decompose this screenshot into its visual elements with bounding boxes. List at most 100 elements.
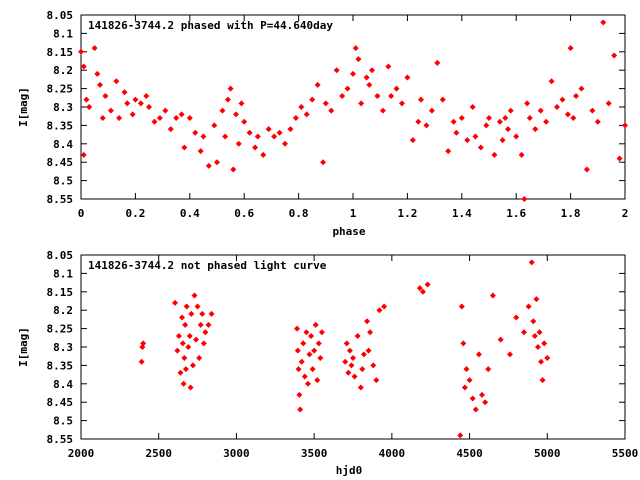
unphased-panel: 141826-3744.2 not phased light curve hjd…	[17, 249, 638, 477]
unphased-data-point	[489, 292, 496, 299]
unphased-data-point	[298, 358, 305, 365]
phased-data-point	[369, 67, 376, 74]
unphased-data-point	[193, 336, 200, 343]
unphased-y-tick-label: 8.2	[53, 304, 73, 317]
phased-data-point	[151, 118, 158, 125]
unphased-data-point	[381, 303, 388, 310]
unphased-data-point	[200, 340, 207, 347]
phased-data-point	[496, 118, 503, 125]
phased-data-point	[219, 107, 226, 114]
phased-x-tick-label: 0.2	[125, 207, 145, 220]
unphased-data-point	[370, 362, 377, 369]
unphased-x-tick-label: 2500	[145, 447, 172, 460]
phased-data-point	[388, 92, 395, 99]
unphased-data-point	[205, 321, 212, 328]
phased-data-point	[507, 107, 514, 114]
phased-data-point	[439, 96, 446, 103]
phased-data-point	[137, 100, 144, 107]
phased-x-tick-label: 0.8	[289, 207, 309, 220]
unphased-data-point	[185, 344, 192, 350]
phased-data-point	[532, 126, 539, 133]
unphased-data-point	[530, 318, 537, 325]
phased-data-point	[205, 162, 212, 169]
unphased-data-point	[350, 355, 356, 362]
unphased-y-tick-label: 8.35	[47, 359, 74, 372]
phased-data-point	[156, 115, 163, 122]
phased-data-point	[355, 56, 362, 63]
phased-data-points	[78, 19, 628, 202]
unphased-data-point	[538, 358, 545, 365]
phased-y-tick-label: 8.15	[47, 46, 74, 59]
unphased-y-tick-label: 8.3	[53, 341, 73, 354]
phased-data-point	[178, 111, 185, 118]
phased-data-point	[303, 111, 310, 118]
phased-data-point	[222, 133, 229, 140]
unphased-data-point	[360, 351, 367, 358]
unphased-data-point	[479, 391, 486, 398]
phased-data-point	[521, 196, 528, 202]
unphased-data-point	[458, 303, 465, 310]
phased-data-point	[260, 151, 267, 158]
unphased-data-point	[539, 377, 546, 384]
phased-data-point	[434, 59, 441, 66]
phased-data-point	[292, 115, 299, 122]
unphased-y-tick-label: 8.5	[53, 415, 73, 428]
phased-x-tick-label: 0	[78, 207, 85, 220]
unphased-data-point	[182, 321, 189, 328]
unphased-data-point	[457, 432, 464, 439]
phased-data-point	[350, 70, 356, 77]
unphased-data-point	[365, 347, 372, 354]
phased-data-point	[78, 48, 84, 55]
phased-data-point	[124, 100, 131, 107]
phased-x-tick-label: 0.4	[180, 207, 200, 220]
phased-data-point	[358, 100, 365, 107]
phased-data-point	[80, 151, 87, 158]
unphased-data-point	[196, 355, 203, 362]
phased-data-point	[276, 129, 283, 136]
phased-data-point	[173, 115, 180, 122]
phased-data-point	[464, 137, 471, 144]
phased-x-tick-label: 1.2	[397, 207, 417, 220]
phased-data-point	[379, 107, 386, 114]
phased-data-point	[271, 133, 278, 140]
unphased-y-axis-label: I[mag]	[17, 327, 30, 367]
unphased-data-point	[367, 329, 374, 336]
unphased-data-point	[140, 340, 147, 347]
phased-data-point	[241, 118, 248, 125]
unphased-data-point	[534, 344, 541, 350]
phased-data-point	[107, 107, 114, 114]
phased-data-point	[181, 144, 188, 151]
unphased-data-point	[308, 332, 315, 339]
phased-data-point	[146, 104, 152, 110]
unphased-data-point	[138, 358, 145, 365]
phased-data-point	[409, 137, 416, 144]
unphased-data-point	[194, 303, 201, 310]
phased-data-point	[246, 129, 253, 136]
phased-data-point	[524, 100, 531, 107]
unphased-y-tick-label: 8.25	[47, 323, 74, 336]
phased-data-point	[518, 151, 525, 158]
phased-plot-frame	[80, 14, 626, 200]
unphased-data-point	[314, 377, 321, 384]
phased-data-point	[472, 133, 479, 140]
phased-data-point	[418, 96, 424, 103]
phased-data-point	[282, 140, 288, 147]
unphased-data-point	[208, 310, 215, 317]
phased-data-point	[567, 45, 574, 52]
phased-data-point	[99, 115, 106, 122]
phased-data-point	[415, 118, 422, 125]
unphased-data-point	[179, 314, 186, 321]
unphased-data-point	[363, 318, 370, 325]
phased-data-point	[186, 115, 193, 122]
phased-y-tick-label: 8.55	[47, 193, 74, 206]
phased-data-point	[594, 118, 601, 125]
unphased-data-point	[506, 351, 513, 358]
phased-data-point	[224, 96, 231, 103]
unphased-data-point	[541, 340, 548, 347]
phased-y-tick-label: 8.4	[53, 138, 73, 151]
unphased-data-point	[354, 332, 361, 339]
phased-data-point	[537, 107, 544, 114]
unphased-data-point	[202, 329, 209, 336]
phased-y-tick-label: 8.1	[53, 27, 73, 40]
